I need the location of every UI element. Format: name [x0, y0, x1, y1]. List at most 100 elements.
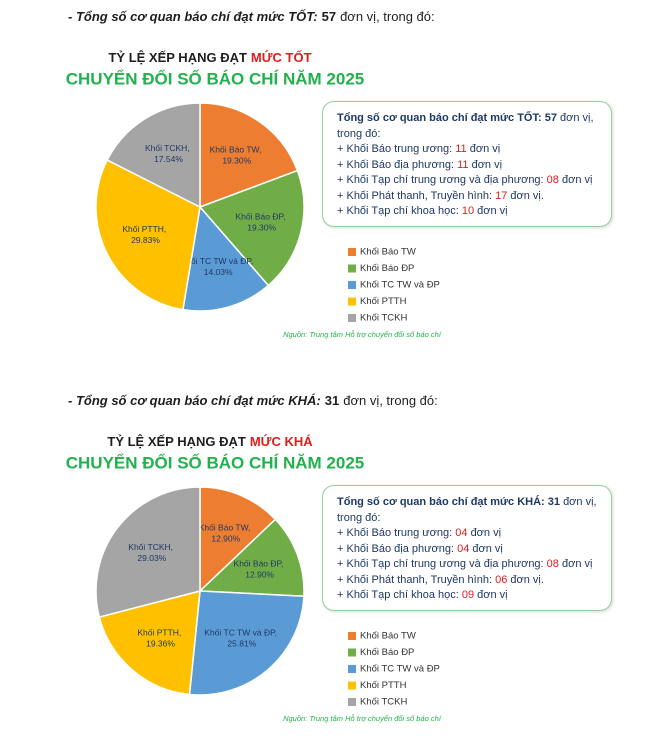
info-rest: đơn vị, trong đó: [337, 112, 594, 140]
slice-label: Khối TCKH, 29.03% [128, 542, 173, 563]
legend-swatch [348, 297, 356, 306]
info-item-unit: đơn vị [561, 174, 593, 186]
heading-total: 31 [325, 393, 339, 408]
chart-subtitle: CHUYỂN ĐỔI SỐ BÁO CHÍ NĂM 2025 [66, 68, 365, 88]
slice-label-value: 14.03% [201, 267, 233, 277]
info-total: 57 [544, 112, 557, 124]
slice-label-value: 17.54% [152, 154, 184, 164]
legend-label: Khối PTTH [360, 296, 407, 307]
info-item-count: 04 [455, 527, 468, 539]
legend-label: Khối Báo ĐP [360, 647, 414, 658]
info-box: Tổng số cơ quan báo chí đạt mức KHÁ: 31 … [322, 485, 612, 611]
legend-swatch [348, 281, 356, 289]
slice-label: Khối Báo ĐP, 19.30% [236, 212, 286, 233]
legend-label: Khối TCKH [360, 697, 407, 708]
slice-label-value: 19.36% [144, 639, 176, 649]
info-item-count: 09 [461, 589, 475, 601]
slice-label: Khối TC TW và ĐP, 25.81% [204, 628, 277, 649]
slice-label-name: Khối Báo ĐP, [234, 559, 284, 569]
slice-label-name: Khối Báo ĐP, [236, 212, 286, 222]
pie-slice [95, 159, 201, 311]
slice-label-name: Khối TCKH, [128, 542, 173, 552]
title-prefix: TỶ LỆ XẾP HẠNG ĐẠT [107, 434, 246, 449]
heading-lead: - Tổng số cơ quan báo chí đạt mức TỐT: [68, 9, 318, 24]
slice-label: Khối TC TW và ĐP, 14.03% [181, 256, 254, 277]
slice-label: Khối Báo TW, 19.30% [210, 145, 262, 166]
info-title: Tổng số cơ quan báo chí đạt mức KHÁ: 31 … [337, 495, 601, 526]
info-item-count: 10 [461, 205, 475, 217]
info-item: + Khối Phát thanh, Truyền hình: 06 đơn v… [337, 573, 601, 589]
info-item-unit: đơn vị [469, 143, 501, 155]
info-item-unit: đơn vị [477, 205, 508, 217]
info-item-label: + Khối Báo địa phương: [337, 158, 455, 171]
legend-label: Khối Báo TW [360, 631, 416, 642]
slice-label-value: 29.83% [129, 235, 161, 245]
pie-slice [199, 102, 299, 209]
info-item-count: 11 [457, 158, 469, 171]
info-item: + Khối Báo địa phương: 04 đơn vị [337, 542, 601, 558]
info-item: + Khối Tạp chí khoa học: 10 đơn vị [337, 204, 601, 220]
slice-label: Khối PTTH, 29.83% [122, 224, 166, 245]
legend-swatch [348, 681, 356, 690]
legend-swatch [348, 314, 356, 322]
title-highlight: MỨC KHÁ [250, 434, 313, 449]
pie-slice [198, 169, 305, 287]
info-item-label: + Khối Báo địa phương: [337, 542, 455, 555]
title-prefix: TỶ LỆ XẾP HẠNG ĐẠT [108, 50, 247, 65]
info-item-unit: đơn vị [470, 527, 502, 539]
info-item-label: + Khối Tạp chí khoa học: [337, 589, 459, 601]
legend-swatch [348, 665, 356, 673]
info-lead: Tổng số cơ quan báo chí đạt mức TỐT: [337, 112, 542, 124]
legend-label: Khối PTTH [360, 680, 407, 691]
info-item-label: + Khối Tạp chí trung ương và địa phương: [337, 174, 544, 186]
info-total: 31 [547, 496, 560, 508]
slice-label-value: 29.03% [135, 553, 167, 563]
heading-lead: - Tổng số cơ quan báo chí đạt mức KHÁ: [68, 393, 321, 408]
info-item: + Khối Báo trung ương: 04 đơn vị [337, 526, 601, 542]
heading-total: 57 [322, 9, 336, 24]
info-item-unit: đơn vị [561, 558, 593, 570]
info-title: Tổng số cơ quan báo chí đạt mức TỐT: 57 … [337, 111, 601, 142]
info-item-label: + Khối Phát thanh, Truyền hình: [337, 189, 493, 202]
info-item-count: 06 [495, 573, 508, 586]
info-item: + Khối Tạp chí khoa học: 09 đơn vị [337, 588, 601, 604]
info-item-count: 17 [495, 189, 508, 202]
slice-label-name: Khối Báo TW, [199, 523, 251, 533]
slice-label-name: Khối TC TW và ĐP, [204, 628, 277, 638]
legend-label: Khối Báo ĐP [360, 263, 414, 274]
info-lead: Tổng số cơ quan báo chí đạt mức KHÁ: [337, 496, 545, 508]
info-item-count: 04 [457, 542, 470, 555]
pie-slice [95, 486, 201, 618]
info-item-unit: đơn vị [472, 542, 503, 555]
info-item-label: + Khối Phát thanh, Truyền hình: [337, 573, 493, 586]
info-item: + Khối Tạp chí trung ương và địa phương:… [337, 557, 601, 573]
slice-label-name: Khối TCKH, [145, 143, 190, 153]
slice-label-name: Khối PTTH, [137, 628, 181, 638]
pie-slice [199, 486, 277, 593]
slice-label-name: Khối PTTH, [122, 224, 166, 234]
chart-title: TỶ LỆ XẾP HẠNG ĐẠT MỨC KHÁ [107, 434, 313, 449]
source-note: Nguồn: Trung tâm Hỗ trợ chuyển đổi số bá… [283, 330, 442, 339]
source-note: Nguồn: Trung tâm Hỗ trợ chuyển đổi số bá… [283, 714, 442, 723]
info-item-count: 08 [546, 558, 559, 570]
info-item-count: 08 [546, 174, 559, 186]
info-item-label: + Khối Báo trung ương: [337, 527, 453, 539]
slice-label: Khối TCKH, 17.54% [145, 143, 190, 164]
slice-label-value: 12.90% [243, 570, 275, 580]
slice-label-value: 19.30% [245, 223, 277, 233]
legend-swatch [348, 648, 356, 657]
info-item-label: + Khối Báo trung ương: [337, 143, 453, 155]
section-heading: - Tổng số cơ quan báo chí đạt mức KHÁ: 31… [68, 393, 438, 408]
info-item-count: 11 [455, 143, 467, 155]
legend-swatch [348, 248, 356, 256]
info-item-label: + Khối Tạp chí trung ương và địa phương: [337, 558, 544, 570]
legend-swatch [348, 264, 356, 273]
info-item-unit: đơn vị. [510, 189, 544, 202]
slice-label-value: 25.81% [225, 639, 257, 649]
legend-label: Khối TCKH [360, 313, 407, 324]
legend-label: Khối Báo TW [360, 247, 416, 258]
info-item-unit: đơn vị [477, 589, 508, 601]
title-highlight: MỨC TỐT [251, 50, 312, 65]
pie-slice [188, 590, 305, 696]
